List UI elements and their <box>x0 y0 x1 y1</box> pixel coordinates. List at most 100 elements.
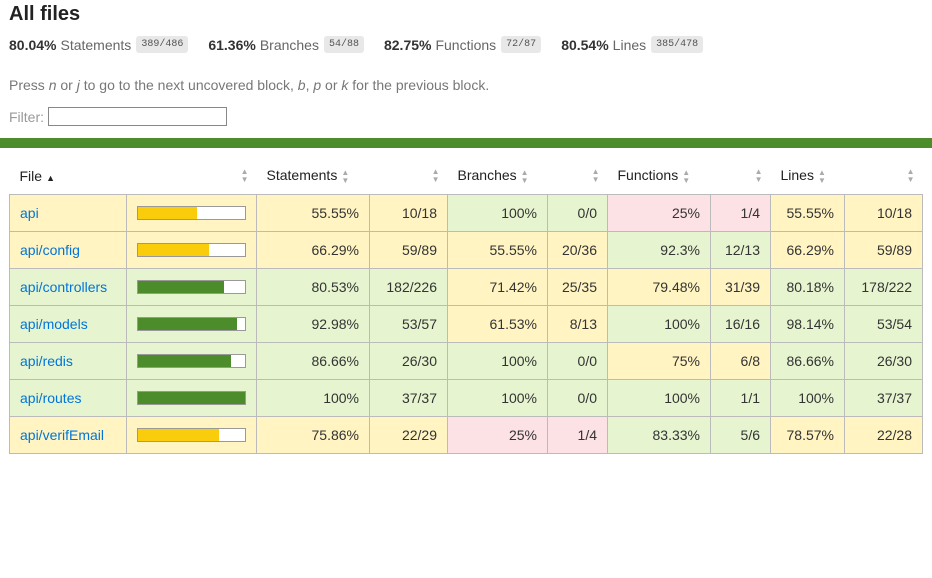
sort-asc-icon: ▲ <box>46 173 55 183</box>
functions-fraction-cell: 31/39 <box>710 268 771 306</box>
sort-icon: ▲ ▼ <box>591 167 600 184</box>
coverage-bar-fill <box>138 318 238 330</box>
lines-fraction-cell: 22/28 <box>844 416 923 454</box>
branches-fraction-cell: 0/0 <box>547 342 608 380</box>
lines-fraction-cell: 10/18 <box>844 194 923 232</box>
coverage-bar-fill <box>138 392 245 404</box>
lines-fraction-cell: 178/222 <box>844 268 923 306</box>
header-file[interactable]: File ▲ <box>19 168 55 184</box>
functions-fraction-cell: 5/6 <box>710 416 771 454</box>
lines-pct-cell: 86.66% <box>770 342 845 380</box>
summary-functions: 82.75% Functions 72/87 <box>383 36 542 53</box>
coverage-bar <box>137 428 246 442</box>
summary-branches-pct: 61.36% <box>208 36 256 53</box>
summary-statements-fraction: 389/486 <box>136 36 189 53</box>
functions-pct-cell: 100% <box>607 305 711 343</box>
sort-icon: ▲ ▼ <box>341 167 350 185</box>
coverage-bar <box>137 280 246 294</box>
lines-pct-cell: 55.55% <box>770 194 845 232</box>
coverage-bar <box>137 243 246 257</box>
coverage-bar <box>137 206 246 220</box>
branches-fraction-cell: 0/0 <box>547 379 608 417</box>
coverage-bar-cell <box>126 231 257 269</box>
functions-pct-cell: 100% <box>607 379 711 417</box>
lines-fraction-cell: 59/89 <box>844 231 923 269</box>
functions-pct-cell: 25% <box>607 194 711 232</box>
statements-fraction-cell: 22/29 <box>369 416 448 454</box>
coverage-bar-cell <box>126 268 257 306</box>
coverage-bar-fill <box>138 429 220 441</box>
statements-fraction-cell: 182/226 <box>369 268 448 306</box>
file-link[interactable]: api/controllers <box>20 279 108 295</box>
branches-fraction-cell: 25/35 <box>547 268 608 306</box>
summary-branches: 61.36% Branches 54/88 <box>208 36 364 53</box>
coverage-bar <box>137 317 246 331</box>
header-functions-frac[interactable]: ▲ ▼ <box>711 158 771 195</box>
functions-pct-cell: 92.3% <box>607 231 711 269</box>
lines-pct-cell: 100% <box>770 379 845 417</box>
summary-branches-label: Branches <box>259 36 319 53</box>
header-lines-frac[interactable]: ▲ ▼ <box>845 158 923 195</box>
header-statements-frac[interactable]: ▲ ▼ <box>370 158 448 195</box>
header-branches-frac[interactable]: ▲ ▼ <box>548 158 608 195</box>
summary-lines-fraction: 385/478 <box>651 36 704 53</box>
file-link[interactable]: api/models <box>20 316 88 332</box>
table-row: api/controllers 80.53% 182/226 71.42% 25/35 7… <box>9 268 923 306</box>
branches-fraction-cell: 20/36 <box>547 231 608 269</box>
coverage-summary: 80.04% Statements 389/486 61.36% Branche… <box>9 36 723 53</box>
file-link[interactable]: api/routes <box>20 390 82 406</box>
summary-functions-fraction: 72/87 <box>501 36 542 53</box>
file-cell: api/config <box>9 231 127 269</box>
file-link[interactable]: api/redis <box>20 353 73 369</box>
file-link[interactable]: api <box>20 205 39 221</box>
summary-functions-label: Functions <box>435 36 497 53</box>
statements-fraction-cell: 26/30 <box>369 342 448 380</box>
header-statements[interactable]: Statements ▲ ▼ <box>266 167 350 185</box>
coverage-bar-cell <box>126 305 257 343</box>
coverage-table: File ▲ ▲ ▼ Statements ▲ ▼ ▲ ▼ Branches ▲ ▼ ▲ ▼ F… <box>9 158 923 454</box>
file-cell: api/routes <box>9 379 127 417</box>
header-lines[interactable]: Lines ▲ ▼ <box>780 167 826 185</box>
branches-fraction-cell: 0/0 <box>547 194 608 232</box>
table-header-row: File ▲ ▲ ▼ Statements ▲ ▼ ▲ ▼ Branches ▲ ▼ ▲ ▼ F… <box>10 158 923 195</box>
statements-pct-cell: 86.66% <box>256 342 370 380</box>
table-row: api/routes 100% 37/37 100% 0/0 100% 1/1 100% 37/… <box>9 379 923 417</box>
lines-fraction-cell: 37/37 <box>844 379 923 417</box>
statements-pct-cell: 75.86% <box>256 416 370 454</box>
summary-lines-pct: 80.54% <box>561 36 609 53</box>
statements-pct-cell: 66.29% <box>256 231 370 269</box>
table-row: api/models 92.98% 53/57 61.53% 8/13 100% 16/16… <box>9 305 923 343</box>
summary-statements-label: Statements <box>60 36 132 53</box>
functions-fraction-cell: 16/16 <box>710 305 771 343</box>
coverage-bar-fill <box>138 244 209 256</box>
coverage-table-body: api 55.55% 10/18 100% 0/0 25% 1/4 55.55% 10/18 ap… <box>9 194 923 454</box>
header-branches[interactable]: Branches ▲ ▼ <box>457 167 529 185</box>
filter-input[interactable] <box>48 107 227 126</box>
statements-fraction-cell: 37/37 <box>369 379 448 417</box>
statements-pct-cell: 100% <box>256 379 370 417</box>
lines-pct-cell: 80.18% <box>770 268 845 306</box>
functions-fraction-cell: 1/4 <box>710 194 771 232</box>
functions-fraction-cell: 12/13 <box>710 231 771 269</box>
summary-statements: 80.04% Statements 389/486 <box>9 36 189 53</box>
lines-pct-cell: 98.14% <box>770 305 845 343</box>
coverage-bar-fill <box>138 207 198 219</box>
statements-pct-cell: 80.53% <box>256 268 370 306</box>
table-row: api 55.55% 10/18 100% 0/0 25% 1/4 55.55% 10/18 <box>9 194 923 232</box>
header-functions[interactable]: Functions ▲ ▼ <box>617 167 691 185</box>
file-link[interactable]: api/config <box>20 242 80 258</box>
sort-icon: ▲ ▼ <box>906 167 915 184</box>
file-cell: api/redis <box>9 342 127 380</box>
lines-pct-cell: 66.29% <box>770 231 845 269</box>
sort-icon: ▲ ▼ <box>817 167 826 185</box>
header-file-bar[interactable]: ▲ ▼ <box>127 158 257 195</box>
branches-pct-cell: 100% <box>447 194 548 232</box>
summary-functions-pct: 82.75% <box>383 36 432 53</box>
file-link[interactable]: api/verifEmail <box>20 427 105 443</box>
branches-pct-cell: 71.42% <box>447 268 548 306</box>
table-row: api/config 66.29% 59/89 55.55% 20/36 92.3% 12/… <box>9 231 923 269</box>
sort-icon: ▲ ▼ <box>240 167 249 184</box>
lines-pct-cell: 78.57% <box>770 416 845 454</box>
functions-pct-cell: 75% <box>607 342 711 380</box>
branches-pct-cell: 100% <box>447 379 548 417</box>
